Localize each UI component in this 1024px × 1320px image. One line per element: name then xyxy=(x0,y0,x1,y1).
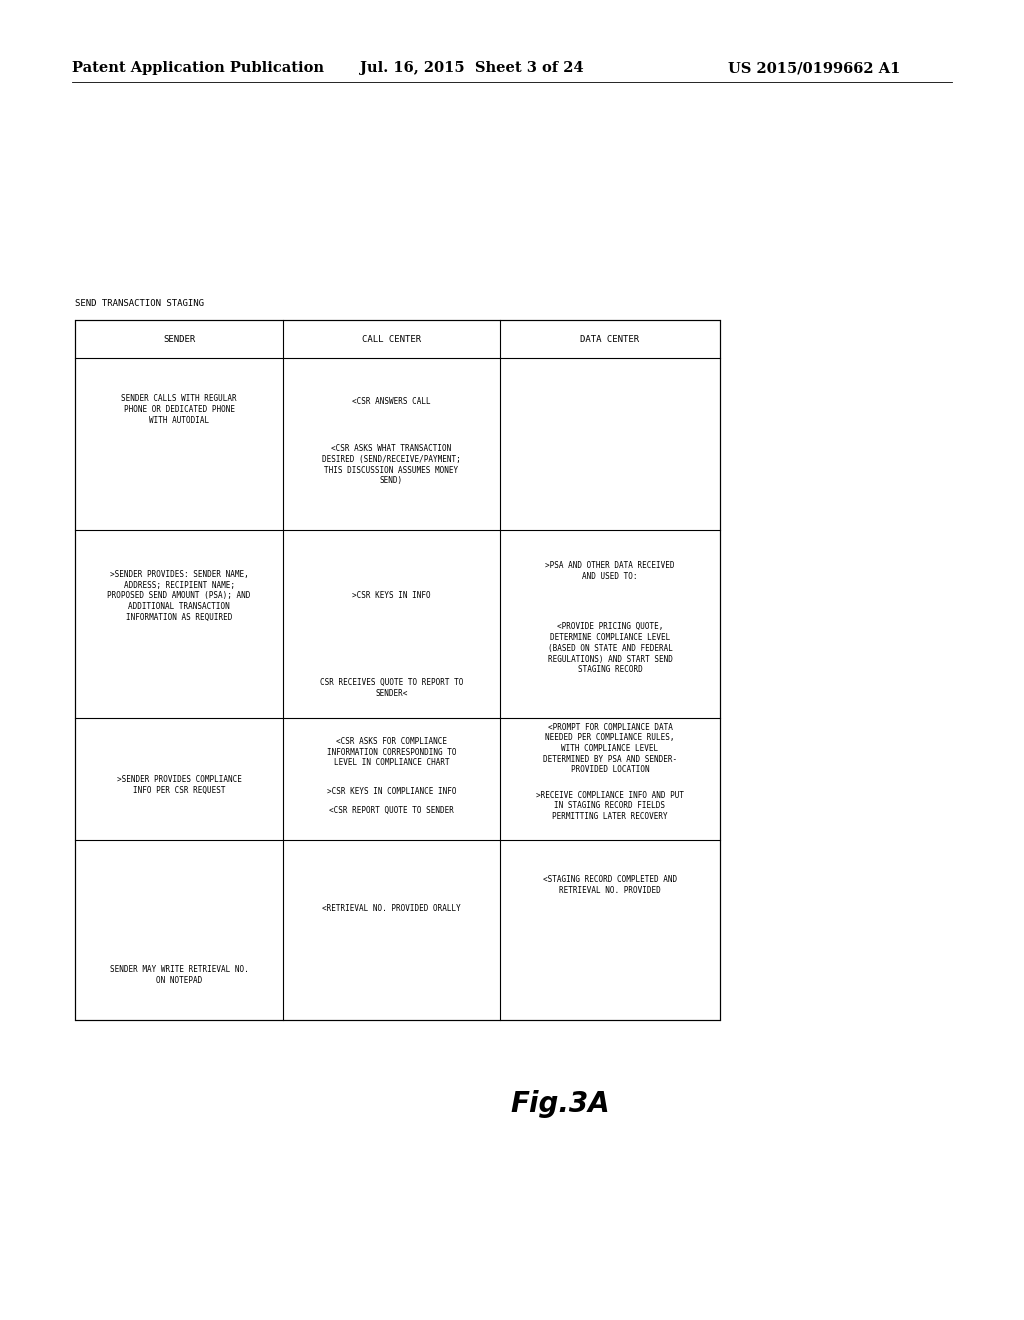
Text: SENDER CALLS WITH REGULAR
PHONE OR DEDICATED PHONE
WITH AUTODIAL: SENDER CALLS WITH REGULAR PHONE OR DEDIC… xyxy=(121,395,237,425)
Text: >CSR KEYS IN INFO: >CSR KEYS IN INFO xyxy=(352,591,431,601)
Text: <CSR ASKS FOR COMPLIANCE
INFORMATION CORRESPONDING TO
LEVEL IN COMPLIANCE CHART: <CSR ASKS FOR COMPLIANCE INFORMATION COR… xyxy=(327,737,457,767)
Text: Fig.3A: Fig.3A xyxy=(510,1090,610,1118)
Bar xyxy=(75,319,720,1020)
Text: >CSR KEYS IN COMPLIANCE INFO: >CSR KEYS IN COMPLIANCE INFO xyxy=(327,787,457,796)
Text: <CSR REPORT QUOTE TO SENDER: <CSR REPORT QUOTE TO SENDER xyxy=(329,807,454,816)
Text: US 2015/0199662 A1: US 2015/0199662 A1 xyxy=(728,61,900,75)
Text: Patent Application Publication: Patent Application Publication xyxy=(72,61,324,75)
Text: DATA CENTER: DATA CENTER xyxy=(581,334,640,343)
Text: CSR RECEIVES QUOTE TO REPORT TO
SENDER<: CSR RECEIVES QUOTE TO REPORT TO SENDER< xyxy=(319,678,463,698)
Text: SEND TRANSACTION STAGING: SEND TRANSACTION STAGING xyxy=(75,300,204,308)
Text: SENDER MAY WRITE RETRIEVAL NO.
ON NOTEPAD: SENDER MAY WRITE RETRIEVAL NO. ON NOTEPA… xyxy=(110,965,249,985)
Text: <PROVIDE PRICING QUOTE,
DETERMINE COMPLIANCE LEVEL
(BASED ON STATE AND FEDERAL
R: <PROVIDE PRICING QUOTE, DETERMINE COMPLI… xyxy=(548,623,673,675)
Text: CALL CENTER: CALL CENTER xyxy=(361,334,421,343)
Text: >SENDER PROVIDES: SENDER NAME,
ADDRESS; RECIPIENT NAME;
PROPOSED SEND AMOUNT (PS: >SENDER PROVIDES: SENDER NAME, ADDRESS; … xyxy=(108,570,251,622)
Text: >RECEIVE COMPLIANCE INFO AND PUT
IN STAGING RECORD FIELDS
PERMITTING LATER RECOV: >RECEIVE COMPLIANCE INFO AND PUT IN STAG… xyxy=(536,791,684,821)
Text: >SENDER PROVIDES COMPLIANCE
INFO PER CSR REQUEST: >SENDER PROVIDES COMPLIANCE INFO PER CSR… xyxy=(117,775,242,795)
Text: SENDER: SENDER xyxy=(163,334,196,343)
Text: >PSA AND OTHER DATA RECEIVED
AND USED TO:: >PSA AND OTHER DATA RECEIVED AND USED TO… xyxy=(545,561,675,581)
Text: <CSR ASKS WHAT TRANSACTION
DESIRED (SEND/RECEIVE/PAYMENT;
THIS DISCUSSION ASSUME: <CSR ASKS WHAT TRANSACTION DESIRED (SEND… xyxy=(323,444,461,486)
Text: <STAGING RECORD COMPLETED AND
RETRIEVAL NO. PROVIDED: <STAGING RECORD COMPLETED AND RETRIEVAL … xyxy=(543,875,677,895)
Text: <CSR ANSWERS CALL: <CSR ANSWERS CALL xyxy=(352,396,431,405)
Text: <PROMPT FOR COMPLIANCE DATA
NEEDED PER COMPLIANCE RULES,
WITH COMPLIANCE LEVEL
D: <PROMPT FOR COMPLIANCE DATA NEEDED PER C… xyxy=(543,722,677,775)
Text: <RETRIEVAL NO. PROVIDED ORALLY: <RETRIEVAL NO. PROVIDED ORALLY xyxy=(323,904,461,913)
Text: Jul. 16, 2015  Sheet 3 of 24: Jul. 16, 2015 Sheet 3 of 24 xyxy=(360,61,584,75)
